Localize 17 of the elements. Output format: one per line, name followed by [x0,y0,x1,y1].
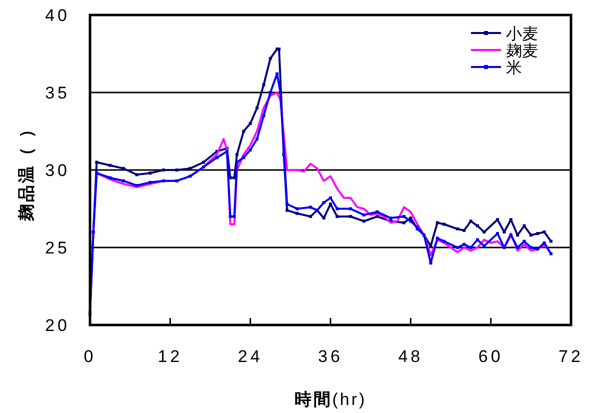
y-tick-label: 40 [45,6,70,25]
y-axis-title: 麹品温（ ） [17,119,36,222]
x-axis-title: 時間(hr) [294,390,367,409]
x-tick-label: 36 [318,347,343,366]
y-tick-label: 30 [45,161,70,180]
x-tick-label: 60 [478,347,504,366]
legend-label: 麹麦 [506,42,538,60]
y-tick-label: 35 [45,84,70,102]
y-tick-label: 20 [45,316,70,335]
x-tick-label: 72 [558,347,584,366]
x-tick-label: 12 [158,347,183,366]
legend-label: 米 [506,59,522,77]
legend-label: 小麦 [506,25,538,43]
x-tick-label: 48 [398,347,424,366]
y-tick-label: 25 [45,238,70,258]
x-tick-label: 24 [238,347,263,366]
x-tick-label: 0 [84,347,96,366]
